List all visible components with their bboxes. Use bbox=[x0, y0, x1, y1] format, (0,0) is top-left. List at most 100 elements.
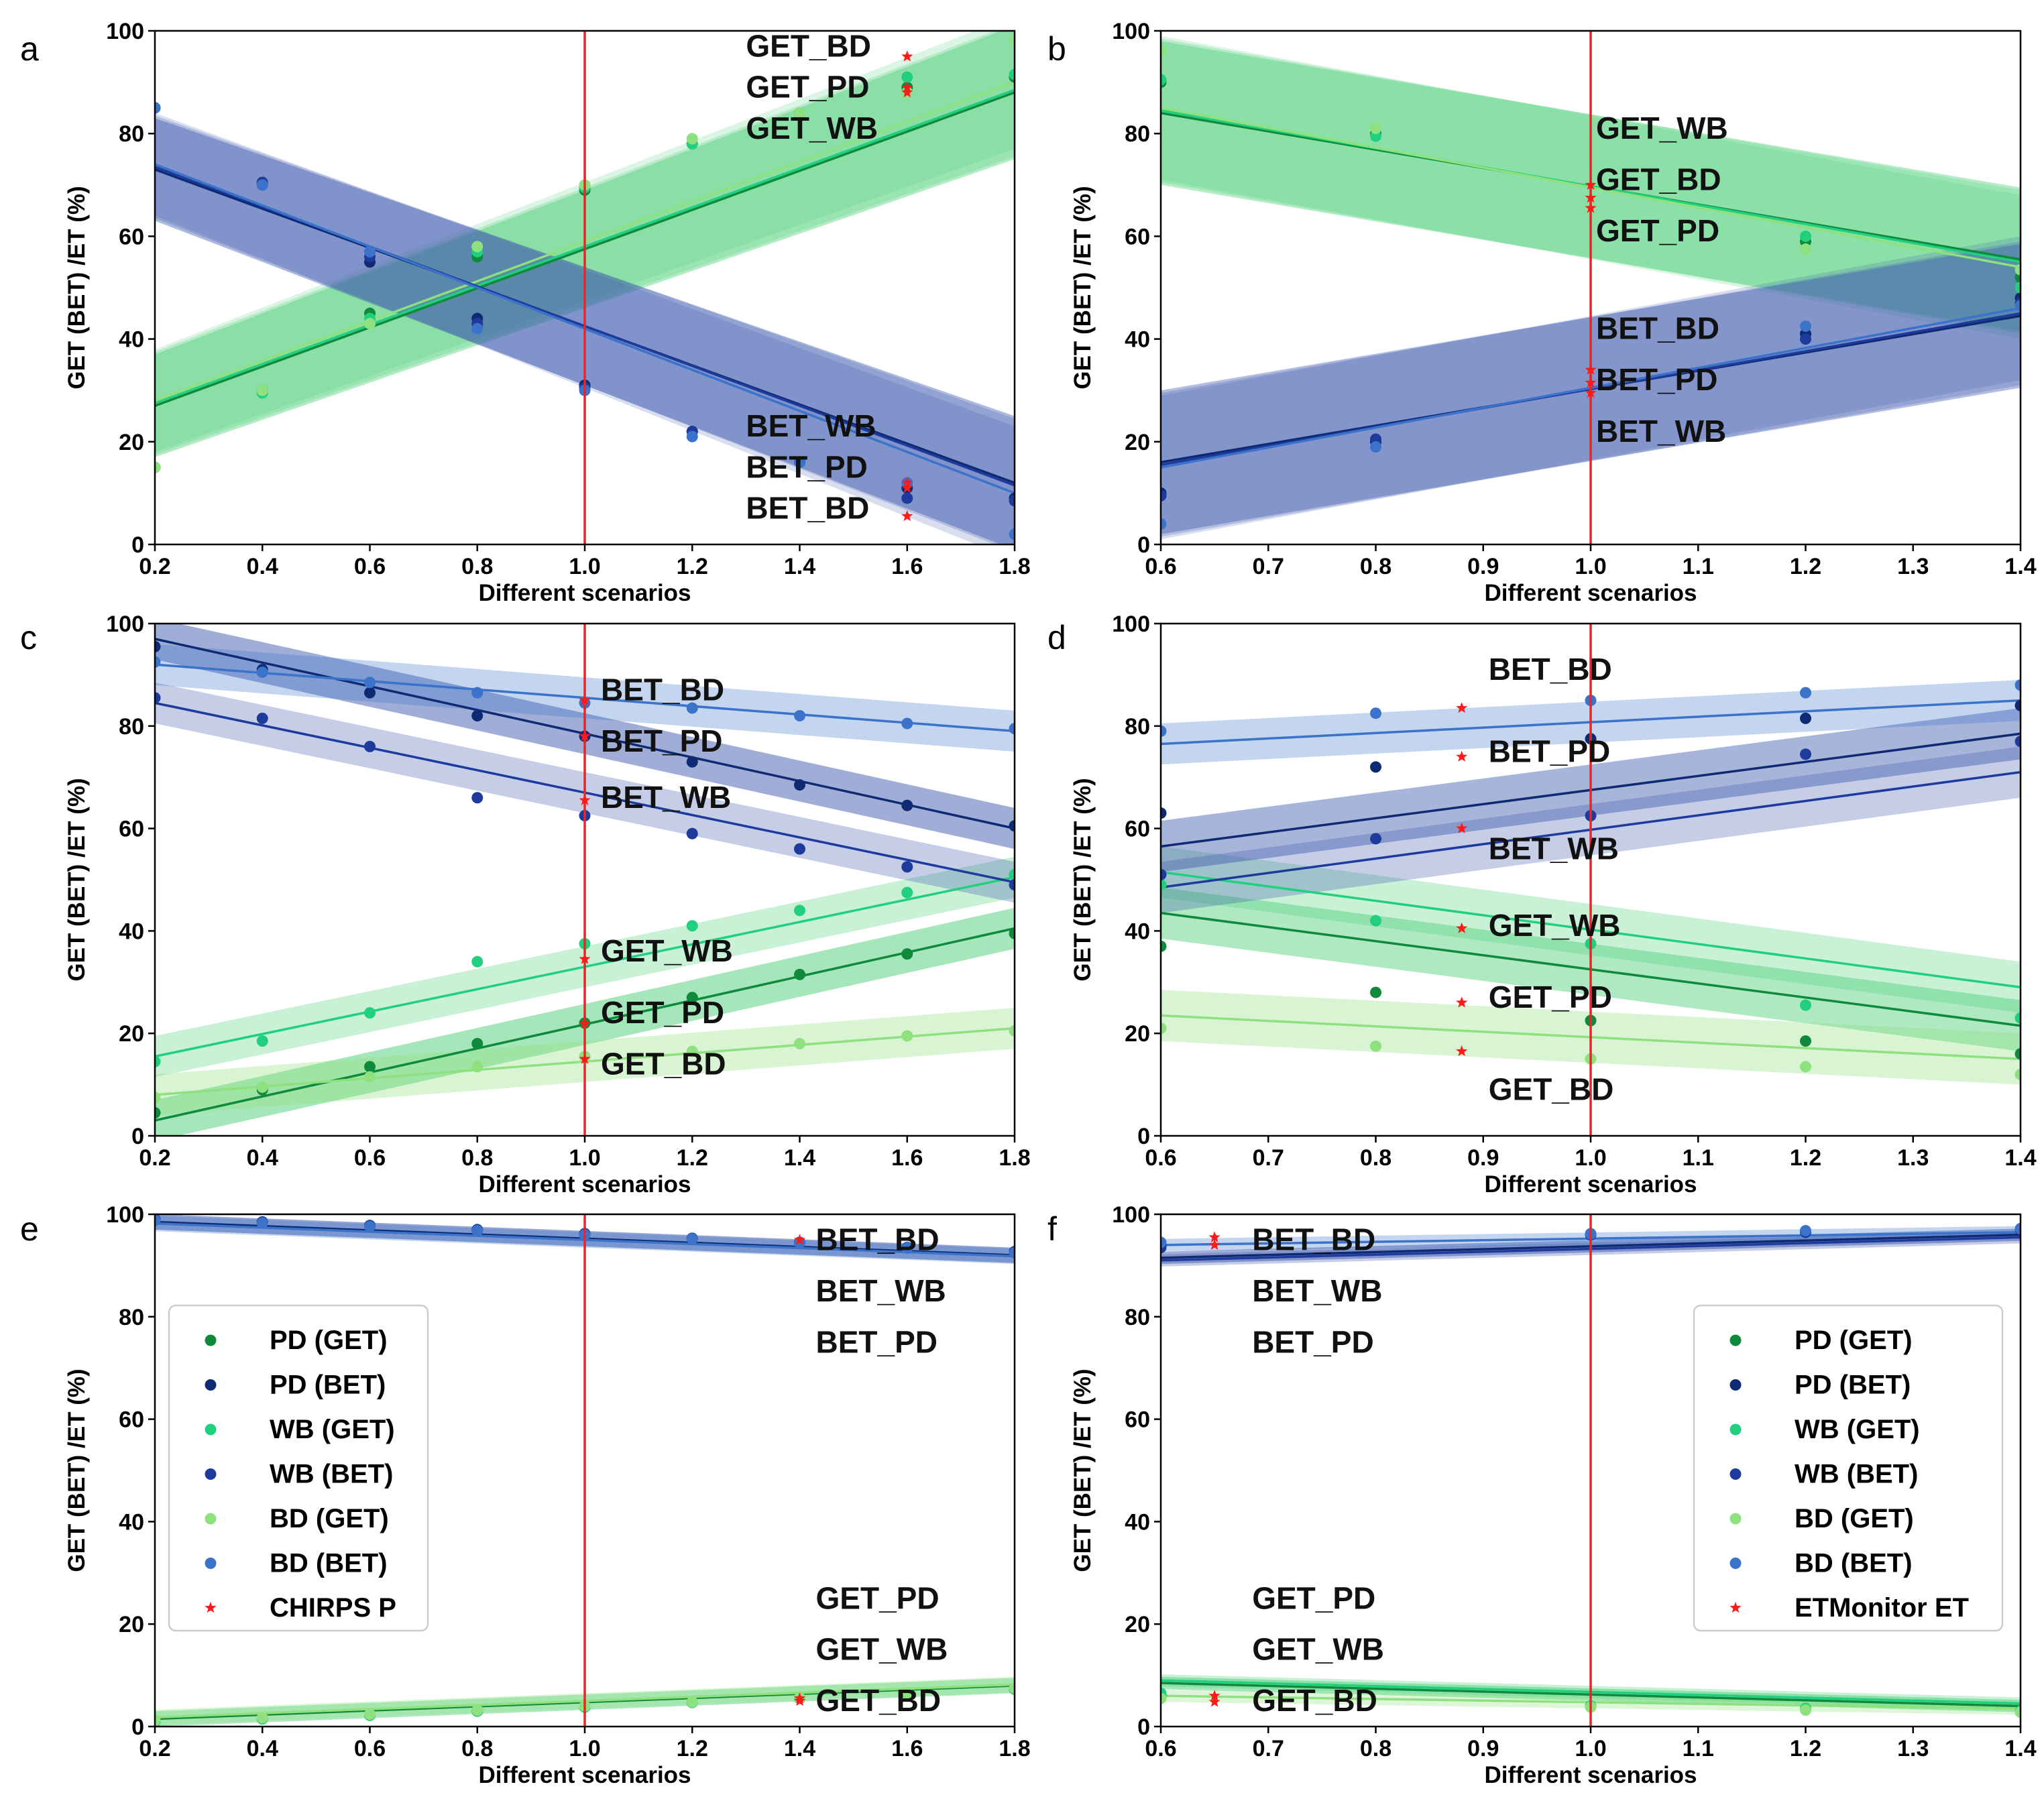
legend: PD (GET) PD (BET) WB (GET) WB (BET) BD (GET)… bbox=[1693, 1304, 2004, 1632]
point-wb_bet bbox=[794, 843, 805, 855]
point-pd_bet bbox=[1370, 761, 1381, 773]
y-tick-label: 0 bbox=[1137, 532, 1150, 558]
point-bd_get bbox=[1370, 123, 1381, 135]
point-pd_bet bbox=[1009, 820, 1015, 832]
point-wb_bet bbox=[256, 712, 268, 724]
series-annotation: GET_WB bbox=[746, 111, 878, 145]
y-tick-label: 20 bbox=[1125, 1612, 1150, 1637]
point-pd_bet bbox=[155, 640, 161, 652]
point-bd_bet bbox=[471, 323, 484, 335]
x-tick-label: 0.6 bbox=[1145, 554, 1176, 579]
x-tick-label: 1.2 bbox=[1790, 1736, 1821, 1761]
x-tick-label: 1.0 bbox=[1575, 1145, 1606, 1171]
point-bd_bet bbox=[2014, 300, 2021, 312]
y-tick-label: 40 bbox=[119, 919, 144, 944]
y-tick-label: 80 bbox=[119, 121, 144, 147]
star-marker bbox=[579, 694, 591, 705]
legend: PD (GET) PD (BET) WB (GET) WB (BET) BD (GET)… bbox=[168, 1304, 429, 1632]
panel-letter: f bbox=[1047, 1210, 1057, 1248]
panel-b: 0.6 0.7 0.8 0.9 1.0 1.1 1.2 1.3 1.4 0 20 40 60 80 100 D… bbox=[1047, 19, 2037, 606]
x-tick-label: 0.9 bbox=[1467, 1145, 1499, 1171]
star-marker bbox=[1208, 1231, 1220, 1242]
point-bd_bet bbox=[901, 717, 913, 730]
y-tick-label: 40 bbox=[1125, 1509, 1150, 1535]
legend-star-marker bbox=[205, 1602, 217, 1613]
y-tick-label: 80 bbox=[1125, 714, 1150, 740]
point-bd_get bbox=[256, 1081, 268, 1093]
x-tick-label: 0.6 bbox=[1145, 1736, 1176, 1761]
legend-label: WB (BET) bbox=[270, 1460, 393, 1489]
panel-c: 0.2 0.4 0.6 0.8 1.0 1.2 1.4 1.6 1.8 0 20 40 60 80 100 D… bbox=[20, 611, 1031, 1198]
legend-label: WB (GET) bbox=[1795, 1415, 1920, 1444]
point-bd_get bbox=[1009, 1682, 1015, 1694]
point-bd_bet bbox=[155, 1214, 161, 1226]
x-tick-label: 0.8 bbox=[461, 1145, 493, 1171]
point-bd_get bbox=[155, 1092, 161, 1104]
point-bd_get bbox=[686, 133, 698, 145]
x-tick-label: 1.1 bbox=[1683, 1736, 1714, 1761]
point-bd_get bbox=[2014, 1068, 2021, 1080]
panel-f: 0.6 0.7 0.8 0.9 1.0 1.1 1.2 1.3 1.4 0 20 40 60 80 100 D… bbox=[1047, 1202, 2037, 1788]
series-annotation: BET_BD bbox=[601, 673, 724, 707]
point-bd_bet bbox=[1800, 687, 1811, 699]
point-bd_get bbox=[471, 1061, 484, 1073]
x-tick-label: 0.7 bbox=[1253, 1736, 1284, 1761]
point-bd_get bbox=[1161, 46, 1167, 58]
point-bd_bet bbox=[1161, 518, 1167, 530]
series-annotation: BET_PD bbox=[1596, 362, 1717, 397]
y-tick-label: 20 bbox=[119, 430, 144, 455]
x-tick-label: 1.3 bbox=[1897, 1736, 1929, 1761]
series-annotation: BET_BD bbox=[1596, 311, 1719, 346]
point-bd_bet bbox=[686, 1233, 698, 1245]
point-wb_bet bbox=[1161, 868, 1167, 880]
series-annotation: GET_WB bbox=[601, 933, 733, 968]
point-pd_get bbox=[901, 948, 913, 960]
point-pd_get bbox=[2014, 1048, 2021, 1060]
star-marker bbox=[579, 953, 591, 964]
legend-marker bbox=[1729, 1558, 1742, 1569]
x-tick-label: 1.2 bbox=[1790, 1145, 1821, 1171]
point-bd_get bbox=[1370, 1040, 1381, 1052]
series-annotation: GET_PD bbox=[1252, 1580, 1375, 1615]
point-bd_bet bbox=[471, 687, 484, 699]
series-annotation: GET_BD bbox=[1489, 1072, 1614, 1107]
series-annotation: BET_PD bbox=[816, 1324, 938, 1359]
y-tick-label: 0 bbox=[131, 532, 144, 558]
point-bd_get bbox=[794, 107, 805, 119]
star-marker bbox=[1585, 363, 1597, 375]
point-wb_bet bbox=[686, 827, 698, 839]
point-bd_get bbox=[364, 318, 376, 330]
point-wb_bet bbox=[471, 792, 484, 804]
star-marker bbox=[901, 86, 913, 98]
y-tick-label: 60 bbox=[1125, 1407, 1150, 1433]
point-bd_bet bbox=[256, 666, 268, 679]
legend-label: BD (GET) bbox=[270, 1504, 389, 1533]
point-bd_bet bbox=[1161, 1236, 1167, 1248]
x-tick-label: 0.8 bbox=[461, 554, 493, 579]
y-tick-label: 40 bbox=[119, 327, 144, 353]
point-bd_get bbox=[1009, 1025, 1015, 1037]
series-annotation: BET_WB bbox=[1252, 1273, 1382, 1308]
series-annotation: BET_BD bbox=[1489, 652, 1612, 687]
series-annotation: BET_PD bbox=[601, 723, 722, 758]
y-tick-label: 80 bbox=[1125, 121, 1150, 147]
y-axis-label: GET (BET) /ET (%) bbox=[64, 186, 90, 389]
series-annotation: BET_BD bbox=[816, 1222, 940, 1257]
y-tick-label: 80 bbox=[119, 714, 144, 740]
point-pd_bet bbox=[794, 779, 805, 791]
point-pd_get bbox=[471, 1037, 484, 1049]
point-wb_get bbox=[155, 1055, 161, 1067]
y-tick-label: 0 bbox=[1137, 1714, 1150, 1740]
point-bd_get bbox=[1161, 1692, 1167, 1704]
point-bd_get bbox=[1009, 35, 1015, 47]
legend-label: PD (GET) bbox=[1795, 1326, 1913, 1355]
y-axis-label: GET (BET) /ET (%) bbox=[1070, 778, 1096, 981]
point-wb_get bbox=[2014, 282, 2021, 294]
point-bd_bet bbox=[256, 1217, 268, 1229]
star-marker bbox=[1456, 750, 1468, 762]
series-annotation: BET_WB bbox=[601, 780, 731, 815]
x-axis-label: Different scenarios bbox=[1484, 1762, 1697, 1788]
star-marker bbox=[1585, 387, 1597, 398]
point-bd_bet bbox=[1370, 707, 1381, 719]
series-annotation: GET_BD bbox=[816, 1683, 942, 1718]
